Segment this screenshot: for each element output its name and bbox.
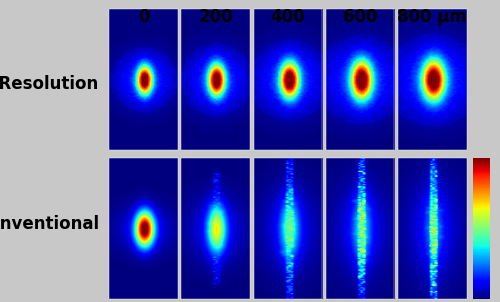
Text: Conventional: Conventional: [0, 215, 100, 233]
Text: 600: 600: [343, 8, 378, 26]
Text: 200: 200: [198, 8, 233, 26]
Text: TruResolution: TruResolution: [0, 76, 100, 93]
Text: 800 μm: 800 μm: [397, 8, 467, 26]
Text: 400: 400: [270, 8, 306, 26]
Text: 0: 0: [138, 8, 149, 26]
